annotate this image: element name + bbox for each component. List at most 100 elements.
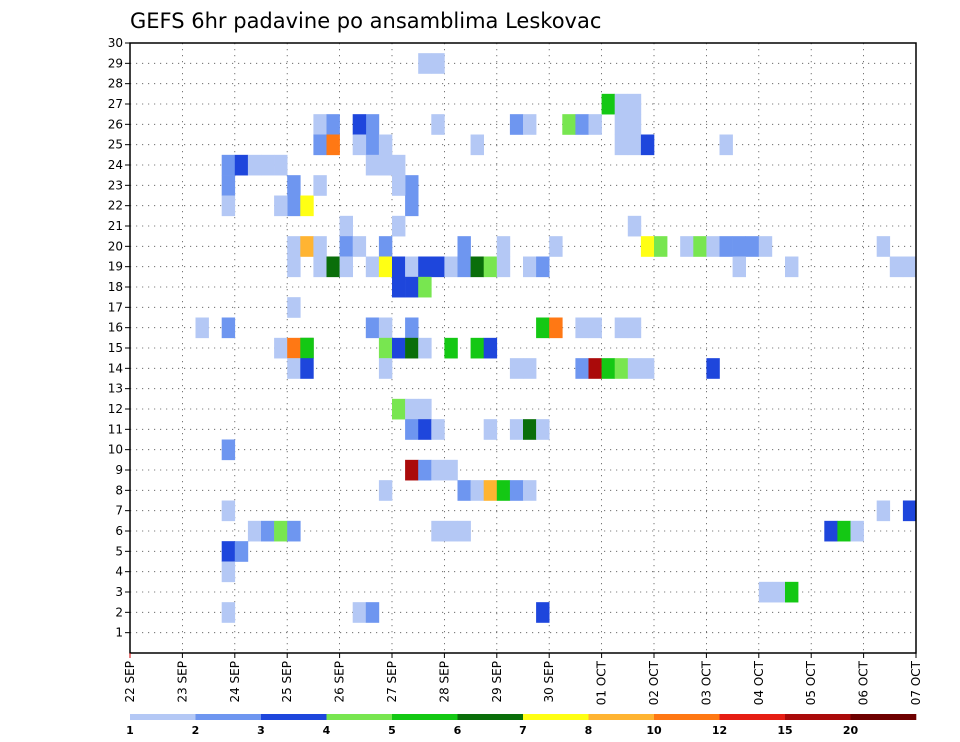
- heatmap-cell: [457, 236, 471, 257]
- heatmap-cell: [509, 480, 524, 501]
- heatmap-cell: [418, 256, 432, 278]
- y-tick-label: 25: [108, 138, 123, 152]
- legend-label: 7: [519, 724, 527, 737]
- heatmap-cell: [876, 236, 891, 257]
- heatmap-cell: [221, 439, 236, 461]
- x-tick-label: 27 SEP: [385, 661, 399, 703]
- heatmap-cell: [405, 195, 419, 217]
- heatmap-cell: [405, 256, 419, 278]
- heatmap-cell: [221, 602, 236, 623]
- heatmap-cell: [274, 154, 288, 176]
- heatmap-cell: [431, 419, 445, 440]
- heatmap-cell: [562, 114, 576, 135]
- heatmap-cell: [300, 236, 314, 257]
- y-tick-label: 14: [108, 361, 123, 375]
- y-tick-label: 7: [115, 504, 123, 518]
- heatmap-cell: [287, 520, 301, 542]
- heatmap-cell: [876, 500, 891, 522]
- heatmap-cell: [758, 236, 773, 257]
- heatmap-cell: [719, 236, 733, 257]
- heatmap-cell: [640, 236, 655, 257]
- heatmap-cell: [706, 236, 720, 257]
- legend-label: 4: [323, 724, 331, 737]
- heatmap-cell: [719, 134, 733, 156]
- chart-title: GEFS 6hr padavine po ansamblima Leskovac: [130, 9, 601, 33]
- heatmap-cell: [326, 256, 340, 278]
- y-tick-label: 16: [108, 321, 123, 335]
- heatmap-cell: [509, 358, 524, 379]
- heatmap-cell: [365, 154, 380, 176]
- legend-label: 10: [646, 724, 662, 737]
- heatmap-cell: [378, 337, 393, 359]
- heatmap-cell: [313, 256, 327, 278]
- heatmap-cell: [392, 175, 406, 196]
- legend-swatch: [654, 714, 720, 720]
- y-tick-label: 26: [108, 117, 123, 131]
- y-tick-label: 18: [108, 280, 123, 294]
- heatmap-cell: [523, 358, 537, 379]
- y-axis: 1234567891011121314151617181920212223242…: [108, 36, 130, 640]
- y-tick-label: 5: [115, 544, 123, 558]
- y-tick-label: 2: [115, 605, 123, 619]
- x-tick-label: 29 SEP: [490, 661, 504, 703]
- heatmap-cell: [287, 337, 301, 359]
- heatmap-cell: [588, 317, 602, 339]
- heatmap-cell: [614, 134, 629, 156]
- color-legend: 1 2 3 4 5 6 7 8 10 12 15 20: [126, 714, 917, 737]
- heatmap-cell: [287, 297, 301, 318]
- heatmap-cell: [234, 154, 249, 176]
- heatmap-cell: [274, 337, 288, 359]
- heatmap-cell: [680, 236, 694, 257]
- heatmap-cell: [365, 134, 380, 156]
- heatmap-cell: [496, 480, 511, 501]
- heatmap-cell: [549, 317, 563, 339]
- heatmap-cell: [614, 317, 629, 339]
- heatmap-cell: [405, 337, 419, 359]
- y-tick-label: 10: [108, 443, 123, 457]
- heatmap-cell: [378, 358, 393, 379]
- heatmap-cell: [221, 195, 236, 217]
- heatmap-cell: [496, 256, 511, 278]
- heatmap-cell: [640, 358, 655, 379]
- heatmap-cell: [300, 195, 314, 217]
- heatmap-cell: [627, 114, 642, 135]
- heatmap-cell: [732, 236, 746, 257]
- heatmap-cell: [221, 154, 236, 176]
- heatmap-cell: [536, 256, 550, 278]
- heatmap-cell: [392, 215, 406, 237]
- heatmap-cell: [287, 358, 301, 379]
- y-tick-label: 30: [108, 36, 123, 50]
- x-tick-label: 06 OCT: [857, 660, 871, 705]
- heatmap-cell: [444, 337, 458, 359]
- heatmap-cell: [470, 480, 484, 501]
- heatmap-cell: [300, 337, 314, 359]
- heatmap-cell: [221, 500, 236, 522]
- y-tick-label: 15: [108, 341, 123, 355]
- heatmap-cell: [261, 154, 275, 176]
- legend-label: 2: [192, 724, 200, 737]
- heatmap-cell: [247, 154, 262, 176]
- heatmap-cell: [496, 236, 511, 257]
- heatmap-cell: [221, 175, 236, 196]
- heatmap-cell: [470, 134, 484, 156]
- heatmap-cell: [313, 134, 327, 156]
- heatmap-cell: [274, 195, 288, 217]
- heatmap-cell: [365, 317, 380, 339]
- legend-swatch: [130, 714, 196, 720]
- x-tick-label: 02 OCT: [647, 660, 661, 705]
- heatmap-cell: [431, 53, 445, 74]
- legend-label: 15: [777, 724, 792, 737]
- heatmap-cell: [483, 419, 498, 440]
- y-tick-label: 13: [108, 382, 123, 396]
- heatmap-cell: [418, 398, 432, 420]
- heatmap-cell: [405, 276, 419, 298]
- heatmap-cell: [523, 256, 537, 278]
- heatmap-cell: [378, 134, 393, 156]
- heatmap-cell: [614, 114, 629, 135]
- heatmap-cell: [850, 520, 864, 542]
- heatmap-cell: [405, 419, 419, 440]
- y-tick-label: 12: [108, 402, 123, 416]
- y-tick-label: 1: [115, 626, 123, 640]
- x-tick-label: 22 SEP: [123, 661, 137, 703]
- heatmap-cell: [536, 317, 550, 339]
